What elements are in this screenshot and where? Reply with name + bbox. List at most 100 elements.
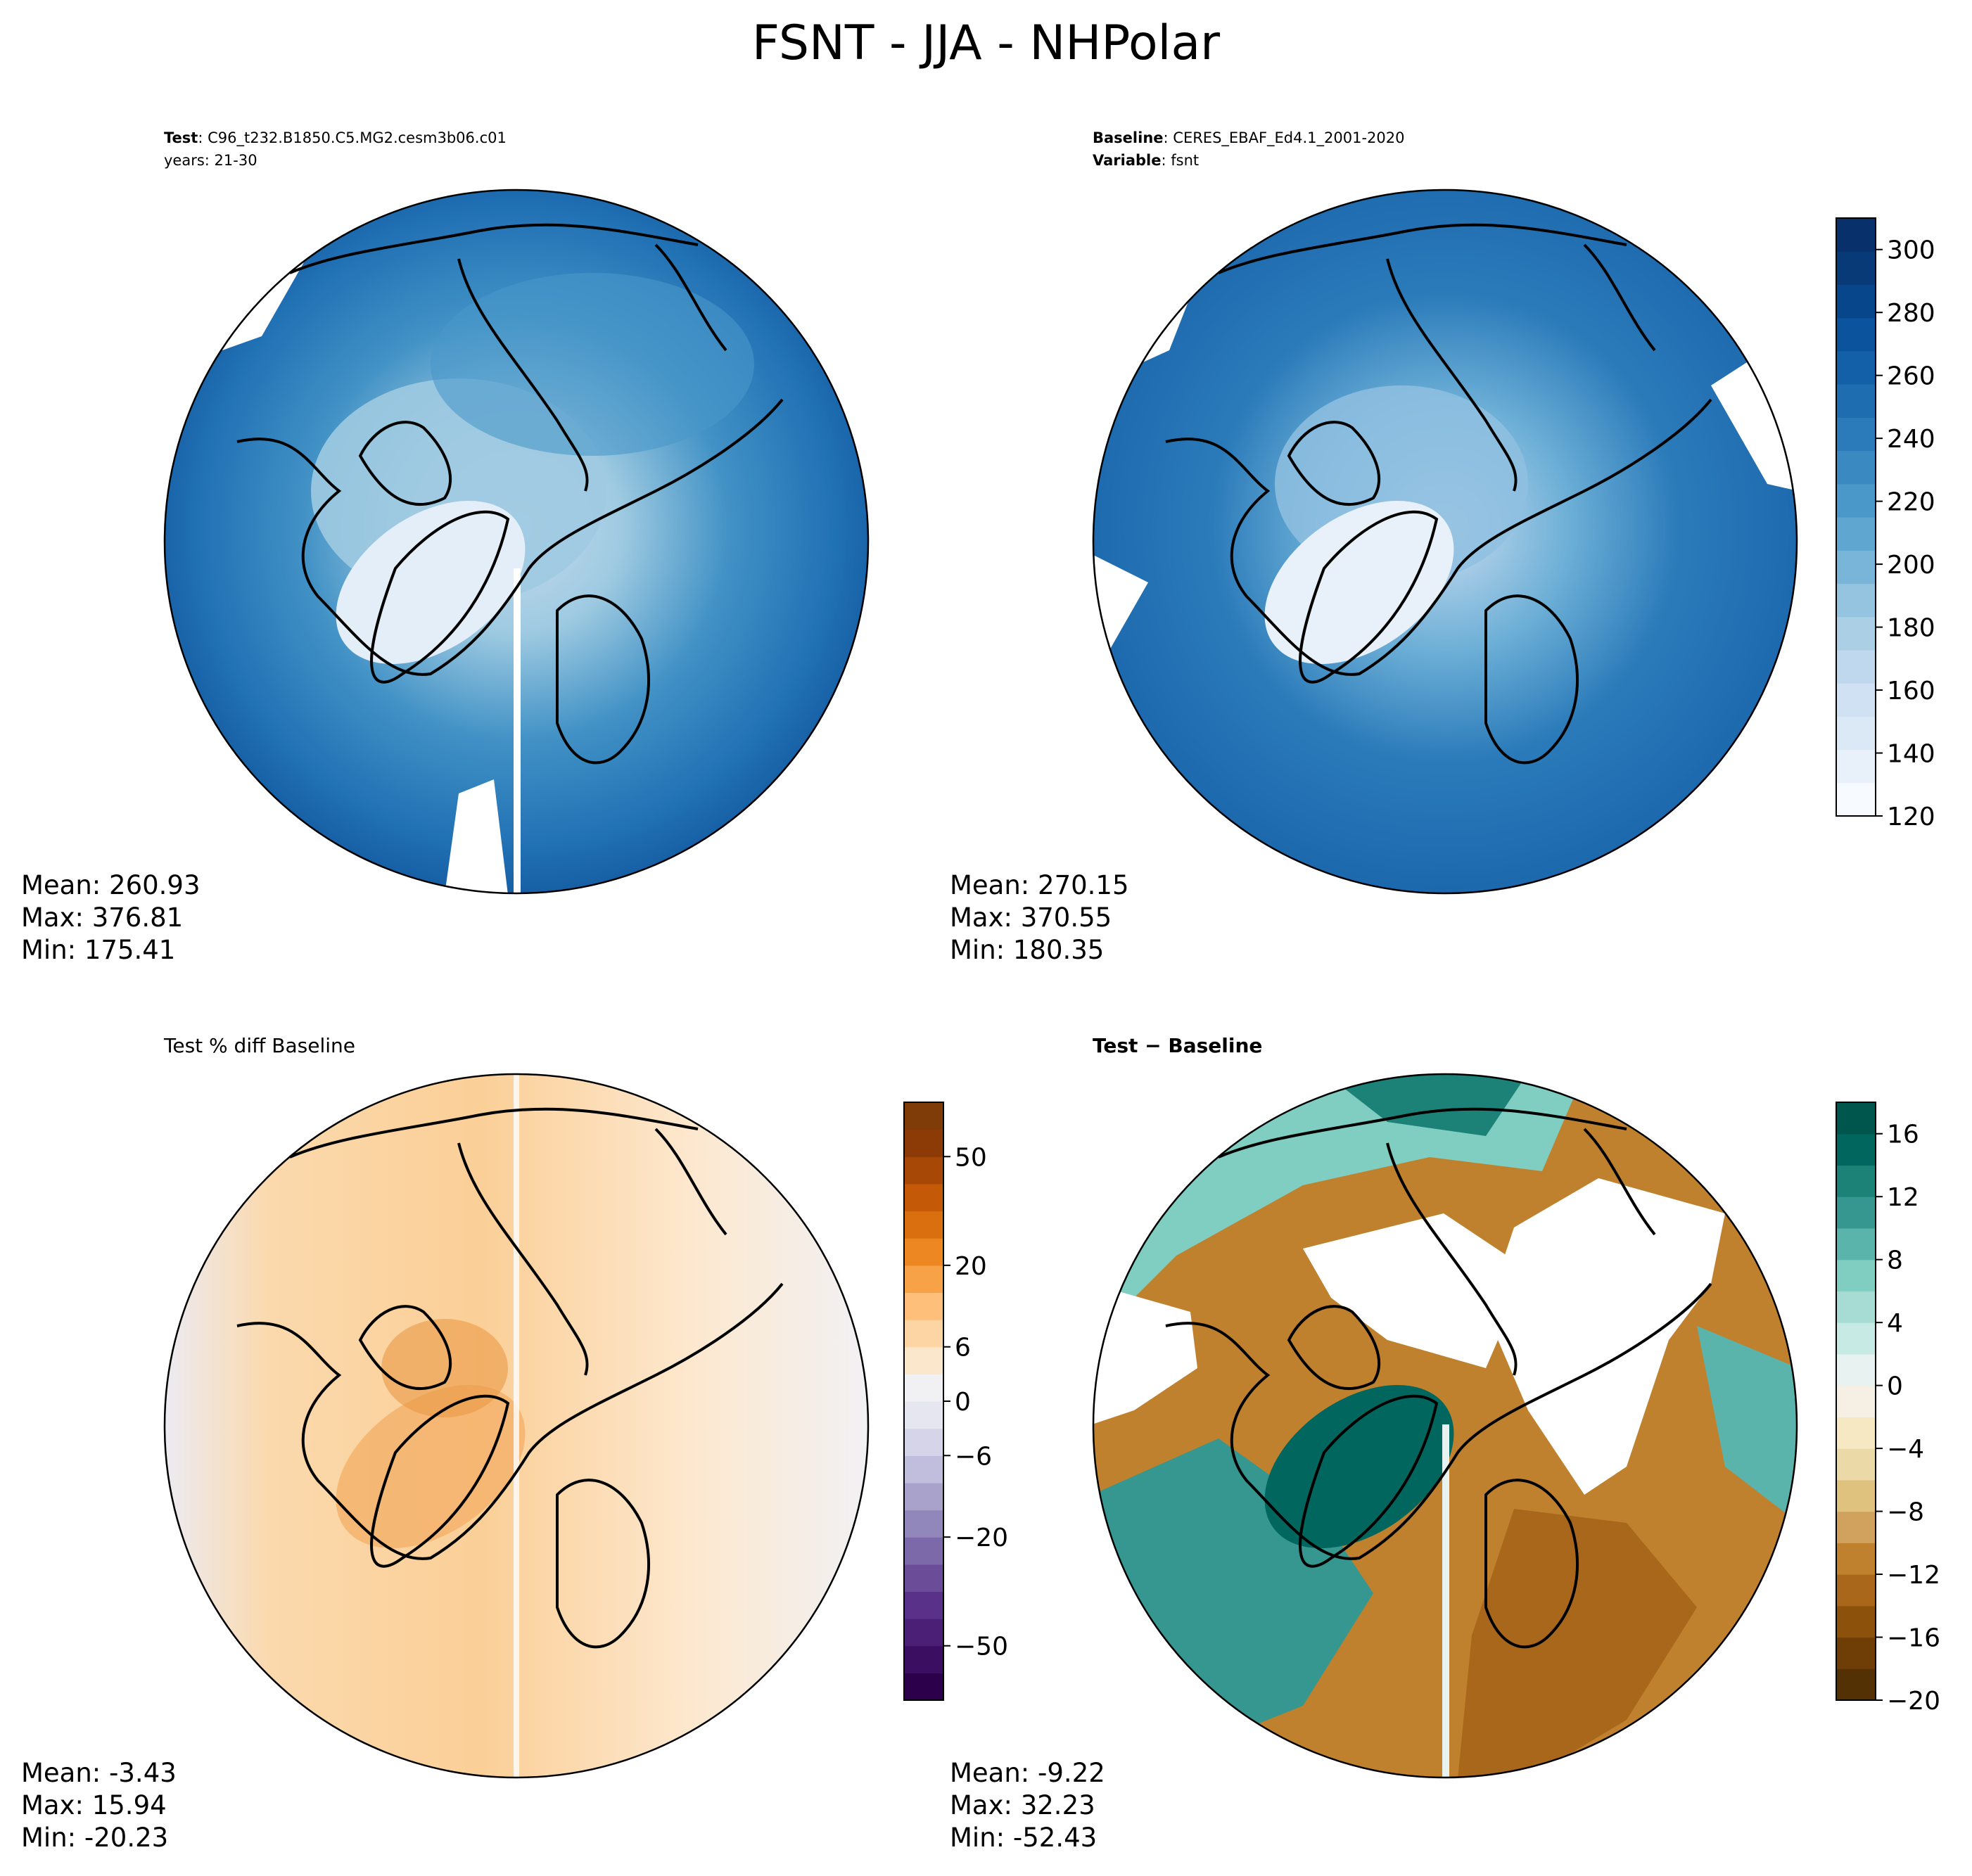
pctdiff-min: Min: -20.23: [21, 1823, 169, 1853]
diff-max: Max: 32.23: [950, 1790, 1095, 1820]
baseline-variable-line: Variable: fsnt: [1093, 152, 1200, 169]
baseline-case-line: Baseline: CERES_EBAF_Ed4.1_2001-2020: [1093, 129, 1405, 146]
colorbar-tick-label: 0: [955, 1388, 971, 1417]
seam-line: [514, 568, 521, 893]
colorbar-tick-label: −50: [955, 1633, 1008, 1661]
colorbar-tick-label: 180: [1887, 614, 1935, 643]
colorbar-swatch: [904, 1482, 943, 1511]
colorbar-swatch: [904, 1673, 943, 1701]
colorbar-tick-label: 0: [1887, 1372, 1903, 1401]
colorbar-tick-label: −4: [1887, 1435, 1924, 1464]
baseline-label: Baseline: [1093, 129, 1164, 146]
baseline-min: Min: 180.35: [950, 935, 1105, 965]
colorbar-swatch: [1836, 450, 1876, 485]
colorbar-swatch: [1836, 483, 1876, 518]
pctdiff-map: [163, 1073, 870, 1779]
diff-stats: Mean: -9.22 Max: 32.23 Min: -52.43: [950, 1757, 1105, 1854]
baseline-max: Max: 370.55: [950, 902, 1112, 933]
colorbar-swatch: [1836, 1102, 1876, 1135]
colorbar-swatch: [1836, 1322, 1876, 1355]
colorbar-swatch: [904, 1510, 943, 1538]
pctdiff-title: Test % diff Baseline: [164, 1034, 356, 1057]
colorbar-tick-label: 50: [955, 1143, 987, 1172]
colorbar-swatch: [1836, 1291, 1876, 1323]
colorbar-swatch: [904, 1619, 943, 1647]
colorbar-swatch: [904, 1564, 943, 1593]
colorbar-swatch: [1836, 350, 1876, 385]
colorbar-tick-label: 12: [1887, 1183, 1919, 1212]
colorbar-swatch: [904, 1428, 943, 1456]
colorbar-tick-label: 140: [1887, 740, 1935, 769]
colorbar-swatch: [904, 1211, 943, 1239]
colorbar-swatch: [1836, 1227, 1876, 1261]
colorbar-frame: [1836, 1102, 1876, 1701]
colorbar-swatch: [1836, 517, 1876, 551]
colorbar-swatch: [1836, 1353, 1876, 1386]
test-case-line: Test: C96_t232.B1850.C5.MG2.cesm3b06.c01: [164, 129, 507, 146]
pctdiff-max: Max: 15.94: [21, 1790, 167, 1820]
baseline-stats: Mean: 270.15 Max: 370.55 Min: 180.35: [950, 869, 1129, 966]
colorbar-tick-label: 300: [1887, 236, 1935, 265]
test-max: Max: 376.81: [21, 902, 184, 933]
test-case: C96_t232.B1850.C5.MG2.cesm3b06.c01: [208, 129, 507, 146]
colorbar-swatch: [1836, 417, 1876, 452]
colorbar-swatch: [1836, 683, 1876, 717]
colorbar-swatch: [1836, 1385, 1876, 1417]
colorbar-tick-label: −20: [955, 1524, 1008, 1552]
greenland-high: [336, 500, 526, 665]
colorbar-swatch: [904, 1374, 943, 1402]
colorbar-swatch: [1836, 1574, 1876, 1607]
colorbar-swatch: [904, 1401, 943, 1429]
baseline-mean: Mean: 270.15: [950, 870, 1129, 900]
colorbar-swatch: [904, 1102, 943, 1130]
colorbar-tick-label: 200: [1887, 551, 1935, 580]
main-colorbar: 120 140 160 180 200 220 240 260 280 300: [1836, 217, 1935, 831]
colorbar-swatch: [904, 1455, 943, 1483]
figure-title: FSNT - JJA - NHPolar: [751, 15, 1221, 71]
colorbar-swatch: [1836, 749, 1876, 784]
colorbar-swatch: [904, 1591, 943, 1619]
test-coastlines: [236, 223, 784, 765]
pctdiff-stats: Mean: -3.43 Max: 15.94 Min: -20.23: [21, 1757, 177, 1854]
colorbar-tick-label: 20: [955, 1252, 987, 1281]
colorbar-tick-label: 220: [1887, 488, 1935, 517]
diff-mean: Mean: -9.22: [950, 1758, 1105, 1788]
colorbar-swatch: [1836, 284, 1876, 319]
colorbar-swatch: [1836, 1197, 1876, 1229]
colorbar-swatch: [904, 1238, 943, 1266]
test-min: Min: 175.41: [21, 935, 176, 965]
colorbar-swatch: [904, 1265, 943, 1294]
colorbar-swatch: [1836, 384, 1876, 418]
colorbar-tick-label: 120: [1887, 803, 1935, 831]
test-label: Test: [164, 129, 198, 146]
colorbar-tick-label: −6: [955, 1442, 992, 1471]
colorbar-swatch: [1836, 218, 1876, 252]
colorbar-swatch: [1836, 251, 1876, 286]
colorbar-swatch: [1836, 616, 1876, 651]
colorbar-tick-label: −12: [1887, 1561, 1940, 1590]
diff-coastlines: [1165, 1107, 1712, 1649]
colorbar-swatch: [904, 1320, 943, 1348]
colorbar-swatch: [1836, 1543, 1876, 1575]
diff-colorbar: −20 −16 −12 −8 −4 0 4 8 12 16: [1836, 1102, 1940, 1716]
colorbar-tick-label: 280: [1887, 299, 1935, 328]
test-map: [163, 189, 870, 895]
baseline-case: CERES_EBAF_Ed4.1_2001-2020: [1173, 129, 1405, 146]
colorbar-tick-label: −8: [1887, 1498, 1924, 1527]
colorbar-tick-label: −20: [1887, 1687, 1940, 1716]
colorbar-swatch: [904, 1156, 943, 1185]
baseline-coastlines: [1165, 223, 1712, 765]
colorbar-swatch: [904, 1645, 943, 1673]
colorbar-swatch: [1836, 1668, 1876, 1701]
colorbar-swatch: [904, 1537, 943, 1565]
colorbar-swatch: [1836, 317, 1876, 352]
baseline-variable: fsnt: [1171, 152, 1200, 169]
baseline-header: Baseline: CERES_EBAF_Ed4.1_2001-2020 Var…: [1093, 127, 1404, 172]
colorbar-tick-label: 240: [1887, 425, 1935, 454]
colorbar-swatch: [904, 1129, 943, 1157]
colorbar-swatch: [1836, 1479, 1876, 1512]
colorbar-swatch: [904, 1183, 943, 1212]
diff-title: Test − Baseline: [1093, 1034, 1263, 1057]
colorbar-swatch: [1836, 716, 1876, 751]
colorbar-swatch: [1836, 550, 1876, 585]
